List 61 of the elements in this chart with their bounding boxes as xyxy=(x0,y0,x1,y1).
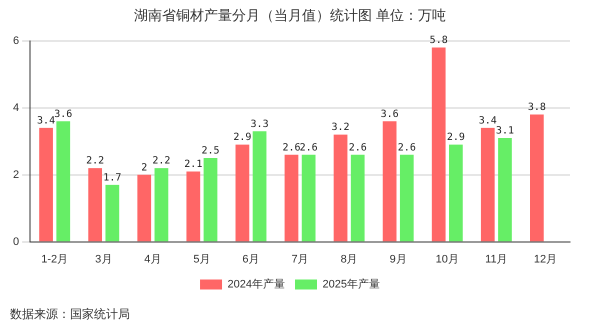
chart-title: 湖南省铜材产量分月（当月值）统计图 单位：万吨 xyxy=(134,8,446,24)
bar xyxy=(334,134,348,242)
bar xyxy=(480,128,495,242)
bar xyxy=(302,154,316,242)
x-tick-label: 4月 xyxy=(144,253,162,266)
x-tick-label: 11月 xyxy=(485,253,508,266)
data-label: 3.4 xyxy=(478,115,497,126)
bar xyxy=(236,144,250,242)
x-tick-label: 1-2月 xyxy=(41,253,68,266)
bar xyxy=(137,174,152,242)
bar xyxy=(284,154,298,242)
x-tick-label: 7月 xyxy=(291,253,309,266)
bar xyxy=(105,184,120,242)
data-label: 2.2 xyxy=(86,156,104,167)
x-tick-label: 12月 xyxy=(534,253,558,266)
data-label: 2.5 xyxy=(201,146,220,157)
data-label: 2.6 xyxy=(300,142,318,154)
bar xyxy=(252,131,266,242)
data-label: 2 xyxy=(141,162,148,174)
x-tick-label: 9月 xyxy=(390,253,407,266)
bar xyxy=(154,168,168,242)
legend-label: 2024年产量 xyxy=(228,278,286,291)
bar xyxy=(88,168,102,242)
data-label: 2.6 xyxy=(398,142,416,154)
y-tick-label: 0 xyxy=(12,236,20,248)
bar xyxy=(204,158,218,242)
y-tick-label: 4 xyxy=(12,102,20,114)
data-label: 2.6 xyxy=(348,142,367,154)
y-tick-label: 6 xyxy=(12,34,20,47)
bar xyxy=(432,48,446,242)
bar xyxy=(449,144,463,242)
data-label: 3.3 xyxy=(250,118,269,130)
bar xyxy=(382,121,396,242)
bar xyxy=(400,154,414,242)
bar xyxy=(498,138,512,242)
data-label: 3.4 xyxy=(37,115,56,126)
data-label: 3.2 xyxy=(332,122,350,134)
source-note: 数据来源：国家统计局 xyxy=(10,306,130,323)
data-label: 2.9 xyxy=(233,132,252,144)
data-label: 3.1 xyxy=(496,126,514,137)
bar xyxy=(530,114,544,242)
bar xyxy=(350,154,365,242)
x-tick-label: 8月 xyxy=(340,253,358,266)
data-label: 2.2 xyxy=(152,156,170,167)
data-label: 1.7 xyxy=(103,172,122,184)
x-tick-label: 3月 xyxy=(95,253,112,266)
data-label: 3.6 xyxy=(54,108,72,120)
bar xyxy=(39,128,53,242)
x-tick-label: 5月 xyxy=(193,253,210,266)
data-label: 3.8 xyxy=(528,102,546,114)
y-tick-label: 2 xyxy=(12,168,20,181)
data-label: 2.1 xyxy=(184,159,202,170)
data-label: 2.6 xyxy=(282,142,300,154)
data-label: 2.9 xyxy=(446,132,465,144)
x-tick-label: 6月 xyxy=(242,253,260,266)
legend-label: 2025年产量 xyxy=(322,278,380,291)
data-label: 3.6 xyxy=(380,108,399,120)
x-tick-label: 10月 xyxy=(436,253,459,266)
bar xyxy=(56,121,70,242)
data-label: 5.8 xyxy=(430,35,448,46)
bar xyxy=(186,171,200,242)
